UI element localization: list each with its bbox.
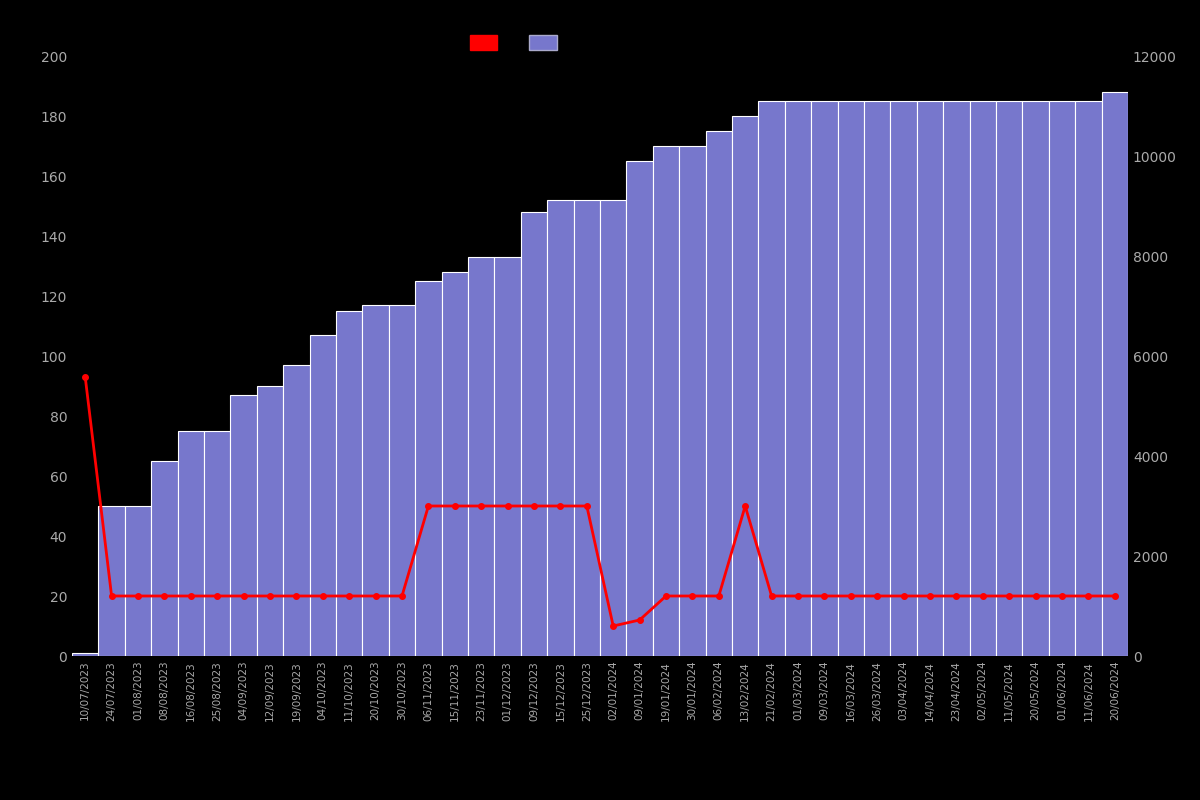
Bar	[1075, 101, 1102, 656]
Bar	[204, 431, 230, 656]
Bar	[125, 506, 151, 656]
Bar	[1049, 101, 1075, 656]
Bar	[917, 101, 943, 656]
Bar	[389, 305, 415, 656]
Bar	[574, 200, 600, 656]
Bar	[468, 257, 494, 656]
Bar	[626, 161, 653, 656]
Bar	[547, 200, 574, 656]
Bar	[230, 395, 257, 656]
Bar	[890, 101, 917, 656]
Bar	[521, 212, 547, 656]
Bar	[653, 146, 679, 656]
Bar	[257, 386, 283, 656]
Bar	[494, 257, 521, 656]
Bar	[178, 431, 204, 656]
Bar	[706, 131, 732, 656]
Bar	[679, 146, 706, 656]
Bar	[785, 101, 811, 656]
Bar	[732, 116, 758, 656]
Bar	[864, 101, 890, 656]
Bar	[943, 101, 970, 656]
Bar	[996, 101, 1022, 656]
Bar	[811, 101, 838, 656]
Bar	[336, 311, 362, 656]
Bar	[362, 305, 389, 656]
Bar	[758, 101, 785, 656]
Bar	[310, 335, 336, 656]
Bar	[442, 272, 468, 656]
Bar	[1102, 92, 1128, 656]
Bar	[970, 101, 996, 656]
Legend: , : ,	[464, 30, 566, 56]
Bar	[98, 506, 125, 656]
Bar	[415, 281, 442, 656]
Bar	[151, 461, 178, 656]
Bar	[838, 101, 864, 656]
Bar	[283, 365, 310, 656]
Bar	[72, 653, 98, 656]
Bar	[600, 200, 626, 656]
Bar	[1022, 101, 1049, 656]
